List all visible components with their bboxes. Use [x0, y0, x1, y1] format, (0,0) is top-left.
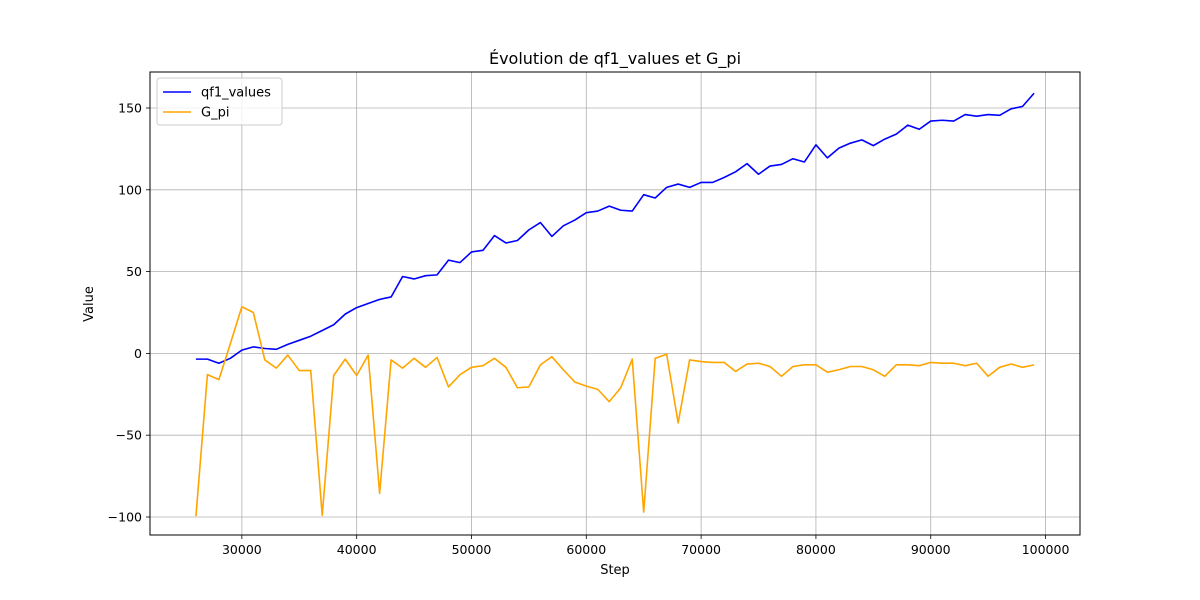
series-lines	[195, 92, 1035, 517]
x-tick-label: 90000	[911, 542, 951, 557]
legend-label: G_pi	[201, 106, 229, 121]
y-tick-label: 100	[118, 182, 142, 197]
x-tick-label: 70000	[681, 542, 721, 557]
x-tick-label: 50000	[452, 542, 492, 557]
plot-frame	[149, 71, 1081, 536]
x-tick-label: 100000	[1022, 542, 1070, 557]
y-tick-label: 50	[126, 264, 142, 279]
series-line-qf1-values	[195, 92, 1035, 365]
axis-ticks: 30000 40000 50000 60000 70000 80000 90000 10000…	[108, 100, 1070, 557]
y-tick-label: −50	[116, 428, 142, 443]
legend-box	[156, 77, 283, 126]
x-tick-label: 80000	[796, 542, 836, 557]
y-tick-label: 0	[134, 346, 142, 361]
x-tick-label: 30000	[222, 542, 262, 557]
chart-title: Évolution de qf1_values et G_pi	[489, 49, 741, 69]
x-tick-label: 40000	[337, 542, 377, 557]
y-tick-label: −100	[108, 510, 142, 525]
y-tick-label: 150	[118, 100, 142, 115]
x-axis-label: Step	[600, 563, 630, 578]
legend-label: qf1_values	[201, 86, 271, 101]
y-axis-label: Value	[82, 286, 97, 322]
x-tick-label: 60000	[566, 542, 606, 557]
grid	[150, 72, 1080, 535]
series-line-G-pi	[195, 305, 1035, 517]
legend: qf1_values G_pi	[156, 77, 283, 126]
